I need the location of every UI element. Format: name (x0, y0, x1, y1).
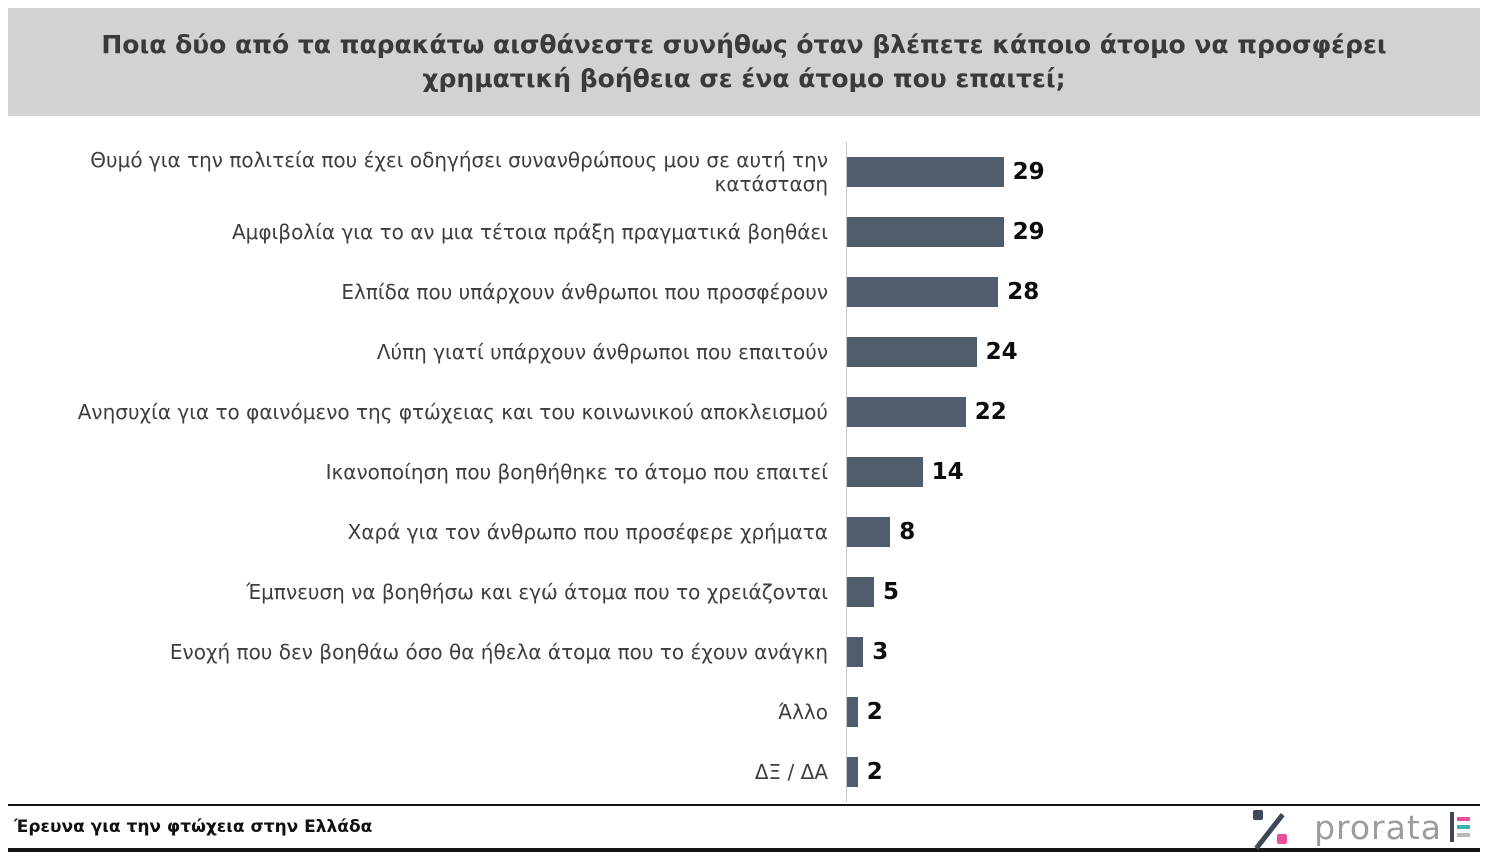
prorata-wordmark: prorata (1314, 807, 1442, 847)
bar-row: Άλλο 2 (8, 682, 1480, 742)
category-label: Χαρά για τον άνθρωπο που προσέφερε χρήμα… (347, 520, 828, 544)
brand-area: prorata (1252, 809, 1470, 850)
bar-cell: 3 (846, 622, 1480, 682)
bar-cell: 28 (846, 262, 1480, 322)
percent-logo-dot-pink (1277, 834, 1288, 844)
percent-logo-dot-dark (1253, 810, 1264, 820)
prorata-logo: prorata (1314, 811, 1470, 844)
value-label: 3 (872, 639, 889, 665)
category-label: ΔΞ / ΔΑ (754, 760, 828, 784)
value-label: 14 (931, 459, 964, 485)
bar (847, 637, 864, 667)
bar-cell: 22 (846, 382, 1480, 442)
bar (847, 217, 1004, 247)
bar (847, 397, 966, 427)
bar-row: Έμπνευση να βοηθήσω και εγώ άτομα που το… (8, 562, 1480, 622)
chart-title: Ποια δύο από τα παρακάτω αισθάνεστε συνή… (101, 30, 1387, 93)
bar (847, 577, 874, 607)
bar (847, 457, 923, 487)
bar-row: ΔΞ / ΔΑ 2 (8, 742, 1480, 802)
bar (847, 277, 999, 307)
bar-row: Ικανοποίηση που βοηθήθηκε το άτομο που ε… (8, 442, 1480, 502)
category-label: Λύπη γιατί υπάρχουν άνθρωποι που επαιτού… (376, 340, 828, 364)
bar-cell: 2 (846, 682, 1480, 742)
bar-cell: 5 (846, 562, 1480, 622)
bar-chart: Θυμό για την πολιτεία που έχει οδηγήσει … (8, 116, 1480, 802)
value-label: 22 (974, 399, 1007, 425)
bar-row: Ανησυχία για το φαινόμενο της φτώχειας κ… (8, 382, 1480, 442)
footer-bar: Έρευνα για την φτώχεια στην Ελλάδα prora… (8, 804, 1480, 852)
bar-row: Ενοχή που δεν βοηθάω όσο θα ήθελα άτομα … (8, 622, 1480, 682)
bar-cell: 8 (846, 502, 1480, 562)
category-label: Άλλο (778, 700, 828, 724)
value-label: 2 (866, 759, 883, 785)
prorata-logomark-icon (1450, 811, 1470, 843)
source-note: Έρευνα για την φτώχεια στην Ελλάδα (14, 817, 373, 837)
category-label: Ελπίδα που υπάρχουν άνθρωποι που προσφέρ… (341, 280, 828, 304)
bar (847, 517, 891, 547)
bar-row: Λύπη γιατί υπάρχουν άνθρωποι που επαιτού… (8, 322, 1480, 382)
value-label: 8 (899, 519, 916, 545)
chart-title-bar: Ποια δύο από τα παρακάτω αισθάνεστε συνή… (8, 8, 1480, 116)
bar-row: Αμφιβολία για το αν μια τέτοια πράξη πρα… (8, 202, 1480, 262)
value-label: 24 (985, 339, 1018, 365)
percent-logo-icon (1252, 809, 1288, 850)
value-label: 2 (866, 699, 883, 725)
bar-cell: 2 (846, 742, 1480, 802)
value-label: 5 (883, 579, 900, 605)
bar-row: Χαρά για τον άνθρωπο που προσέφερε χρήμα… (8, 502, 1480, 562)
value-label: 29 (1012, 219, 1045, 245)
category-label: Ενοχή που δεν βοηθάω όσο θα ήθελα άτομα … (169, 640, 828, 664)
category-label: Θυμό για την πολιτεία που έχει οδηγήσει … (90, 148, 828, 196)
bar-row: Ελπίδα που υπάρχουν άνθρωποι που προσφέρ… (8, 262, 1480, 322)
bar (847, 757, 858, 787)
bar-row: Θυμό για την πολιτεία που έχει οδηγήσει … (8, 142, 1480, 202)
value-label: 28 (1007, 279, 1040, 305)
bar (847, 157, 1004, 187)
bar (847, 697, 858, 727)
category-label: Ικανοποίηση που βοηθήθηκε το άτομο που ε… (325, 460, 828, 484)
bar-cell: 29 (846, 202, 1480, 262)
bar-cell: 14 (846, 442, 1480, 502)
value-label: 29 (1012, 159, 1045, 185)
bar-cell: 24 (846, 322, 1480, 382)
category-label: Ανησυχία για το φαινόμενο της φτώχειας κ… (77, 400, 828, 424)
bar-cell: 29 (846, 142, 1480, 202)
category-label: Αμφιβολία για το αν μια τέτοια πράξη πρα… (231, 220, 828, 244)
category-label: Έμπνευση να βοηθήσω και εγώ άτομα που το… (246, 580, 828, 604)
bar (847, 337, 977, 367)
